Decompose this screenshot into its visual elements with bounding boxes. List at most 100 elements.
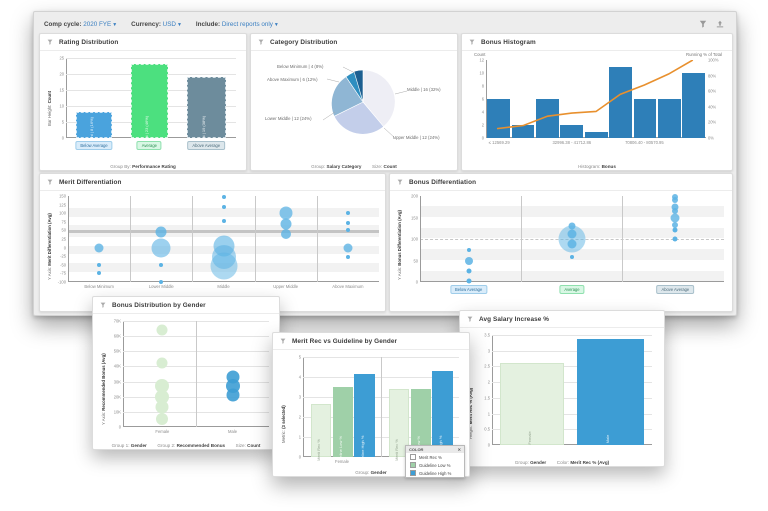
bar-average[interactable]: Count | 23 (46%) xyxy=(130,64,168,146)
bubble[interactable] xyxy=(464,256,473,265)
legend-item-guideline-low[interactable]: Guideline Low % xyxy=(406,461,464,469)
y-axis-label: Y Axis: Bonus Differentiation (Avg) xyxy=(397,210,402,280)
bubble[interactable] xyxy=(155,226,167,238)
histogram-bar[interactable] xyxy=(560,125,584,138)
bar-below-average[interactable]: Count | 8 (16%) xyxy=(76,112,112,145)
bubble[interactable] xyxy=(672,236,678,242)
bubble[interactable] xyxy=(345,255,350,260)
filter-icon[interactable] xyxy=(699,20,707,28)
histogram-bar[interactable] xyxy=(584,131,608,138)
export-icon[interactable] xyxy=(716,20,724,28)
y-tick: -50 xyxy=(60,262,66,268)
bubble[interactable] xyxy=(156,413,169,426)
category-pill-above-average[interactable]: Above Average xyxy=(187,141,226,150)
bubble[interactable] xyxy=(155,400,169,414)
bubble[interactable] xyxy=(280,218,292,230)
bubble[interactable] xyxy=(159,262,164,267)
bubble[interactable] xyxy=(97,270,102,275)
bubble[interactable] xyxy=(280,228,291,239)
bar-female-guideline-low[interactable]: Guideline Low % xyxy=(332,387,353,466)
category-pill-below-average[interactable]: Below Average xyxy=(450,285,488,294)
bubble[interactable] xyxy=(156,357,168,369)
bubble[interactable] xyxy=(97,262,102,267)
bubble[interactable] xyxy=(221,194,226,199)
bar-male-merit-rec[interactable]: Merit Rec % xyxy=(388,389,410,461)
bar-above-average[interactable]: Count | 19 (38%) xyxy=(186,77,226,146)
bubble[interactable] xyxy=(345,228,350,233)
bubble[interactable] xyxy=(672,208,679,215)
y-tick: 30K xyxy=(113,379,121,385)
bubble[interactable] xyxy=(466,278,472,284)
pie-slice-middle[interactable] xyxy=(362,69,396,128)
bubble[interactable] xyxy=(210,252,237,280)
bubble[interactable] xyxy=(671,203,679,211)
bubble[interactable] xyxy=(345,220,350,225)
bubble[interactable] xyxy=(279,206,293,220)
bubble[interactable] xyxy=(570,255,574,260)
bar-male-guideline-low[interactable]: Guideline Low % xyxy=(410,389,431,466)
bubble[interactable] xyxy=(221,218,226,223)
filter-icon[interactable] xyxy=(100,302,106,308)
histogram-bar[interactable] xyxy=(609,66,633,138)
toolbar-include-label: Include: xyxy=(195,20,221,28)
category-pill-average[interactable]: Average xyxy=(136,141,162,150)
bubble[interactable] xyxy=(155,389,170,404)
filter-icon[interactable] xyxy=(280,338,286,344)
filter-icon[interactable] xyxy=(397,179,403,185)
histogram-bar[interactable] xyxy=(633,99,657,138)
bar-male[interactable]: Male xyxy=(576,338,644,445)
bubble[interactable] xyxy=(94,243,104,253)
category-pill-above-average[interactable]: Above Average xyxy=(656,285,695,294)
bubble[interactable] xyxy=(343,243,353,253)
filter-icon[interactable] xyxy=(258,39,264,45)
bubble[interactable] xyxy=(672,193,679,200)
legend-item-guideline-high[interactable]: Guideline High % xyxy=(406,469,464,477)
x-axis xyxy=(492,444,652,445)
histogram-bar[interactable] xyxy=(658,99,681,138)
pie-chart xyxy=(322,66,408,139)
bubble[interactable] xyxy=(155,379,170,394)
bar-male-guideline-high[interactable]: Guideline High % xyxy=(432,371,453,466)
histogram-bar[interactable] xyxy=(511,125,535,138)
pie-slice-lower-middle[interactable] xyxy=(331,76,364,117)
toolbar-comp-cycle[interactable]: Comp cycle: 2020 FYE▼ xyxy=(44,21,117,28)
pie-slice-upper-middle[interactable] xyxy=(333,101,385,135)
toolbar-currency[interactable]: Currency: USD▼ xyxy=(131,21,182,28)
bubble[interactable] xyxy=(670,213,680,222)
bubble[interactable] xyxy=(151,238,171,258)
filter-icon[interactable] xyxy=(469,39,475,45)
bar-female[interactable]: Female xyxy=(500,363,564,445)
y2-tick: 100% xyxy=(708,57,719,63)
bubble[interactable] xyxy=(672,222,679,229)
category-pill-below-average[interactable]: Below Average xyxy=(75,141,113,150)
footer-g2-label: Group 2: xyxy=(157,443,176,448)
filter-icon[interactable] xyxy=(467,316,473,322)
bubble[interactable] xyxy=(567,239,577,249)
histogram-bar[interactable] xyxy=(535,99,559,138)
bubble[interactable] xyxy=(226,388,239,402)
color-legend: COLOR ✕ Merit Rec % Guideline Low % Guid… xyxy=(405,445,465,478)
panel-title: Rating Distribution xyxy=(59,38,119,46)
bubble[interactable] xyxy=(672,197,679,204)
legend-item-merit-rec[interactable]: Merit Rec % xyxy=(406,453,464,461)
y-tick: 150 xyxy=(411,215,418,220)
bubble[interactable] xyxy=(345,211,350,216)
category-pill-average[interactable]: Average xyxy=(559,285,585,294)
close-icon[interactable]: ✕ xyxy=(457,447,461,452)
bubble[interactable] xyxy=(156,324,168,336)
y2-tick: 60% xyxy=(708,88,717,94)
bar-female-merit-rec[interactable]: Merit Rec % xyxy=(310,404,332,461)
bubble[interactable] xyxy=(672,227,678,233)
filter-icon[interactable] xyxy=(47,179,53,185)
toolbar-include[interactable]: Include: Direct reports only▼ xyxy=(196,21,279,28)
bubble[interactable] xyxy=(466,268,472,274)
histogram-bar[interactable] xyxy=(682,73,706,138)
pie-slice-below-minimum[interactable] xyxy=(353,69,364,103)
bubble[interactable] xyxy=(221,205,226,210)
y-axis xyxy=(492,335,493,445)
filter-icon[interactable] xyxy=(47,39,53,45)
bubble[interactable] xyxy=(466,247,471,252)
bar-female-guideline-high[interactable]: Guideline High % xyxy=(354,373,375,466)
bubble[interactable] xyxy=(159,280,164,284)
panel-header: Bonus Distribution by Gender xyxy=(93,297,279,314)
